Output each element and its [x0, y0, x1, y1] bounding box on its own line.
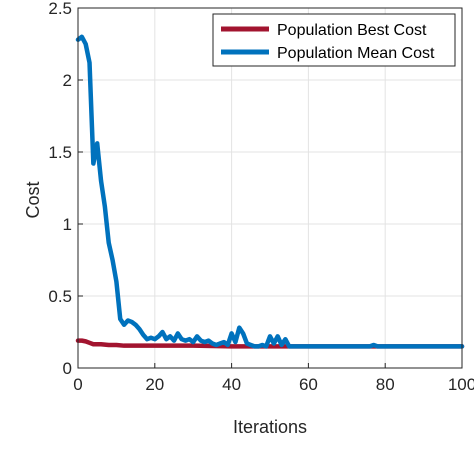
grid	[78, 8, 462, 368]
y-tick-label: 0.5	[48, 287, 72, 306]
series-line-mean-cost	[75, 34, 465, 349]
y-tick-label: 1.5	[48, 143, 72, 162]
y-tick-label: 1	[63, 215, 72, 234]
x-tick-label: 40	[222, 375, 241, 394]
legend-box	[212, 13, 456, 67]
x-tick-label: 0	[73, 375, 82, 394]
legend-label-mean-cost: Population Mean Cost	[277, 45, 435, 62]
legend-label-best-cost: Population Best Cost	[277, 22, 427, 39]
x-tick-label: 80	[376, 375, 395, 394]
y-axis-title: Cost	[23, 181, 43, 218]
plot-frame	[77, 7, 463, 369]
x-tick-label: 100	[448, 375, 474, 394]
y-tick-label: 0	[63, 359, 72, 378]
legend: Population Best Cost Population Mean Cos…	[212, 13, 456, 67]
x-tick-label: 20	[145, 375, 164, 394]
axis-ticks: 0 20 40 60 80 100 0 0.5 1 1.5 2 2.5	[48, 0, 474, 394]
y-tick-label: 2.5	[48, 0, 72, 18]
x-tick-label: 60	[299, 375, 318, 394]
y-tick-label: 2	[63, 71, 72, 90]
x-axis-title: Iterations	[233, 417, 307, 437]
series-lines	[75, 34, 465, 349]
